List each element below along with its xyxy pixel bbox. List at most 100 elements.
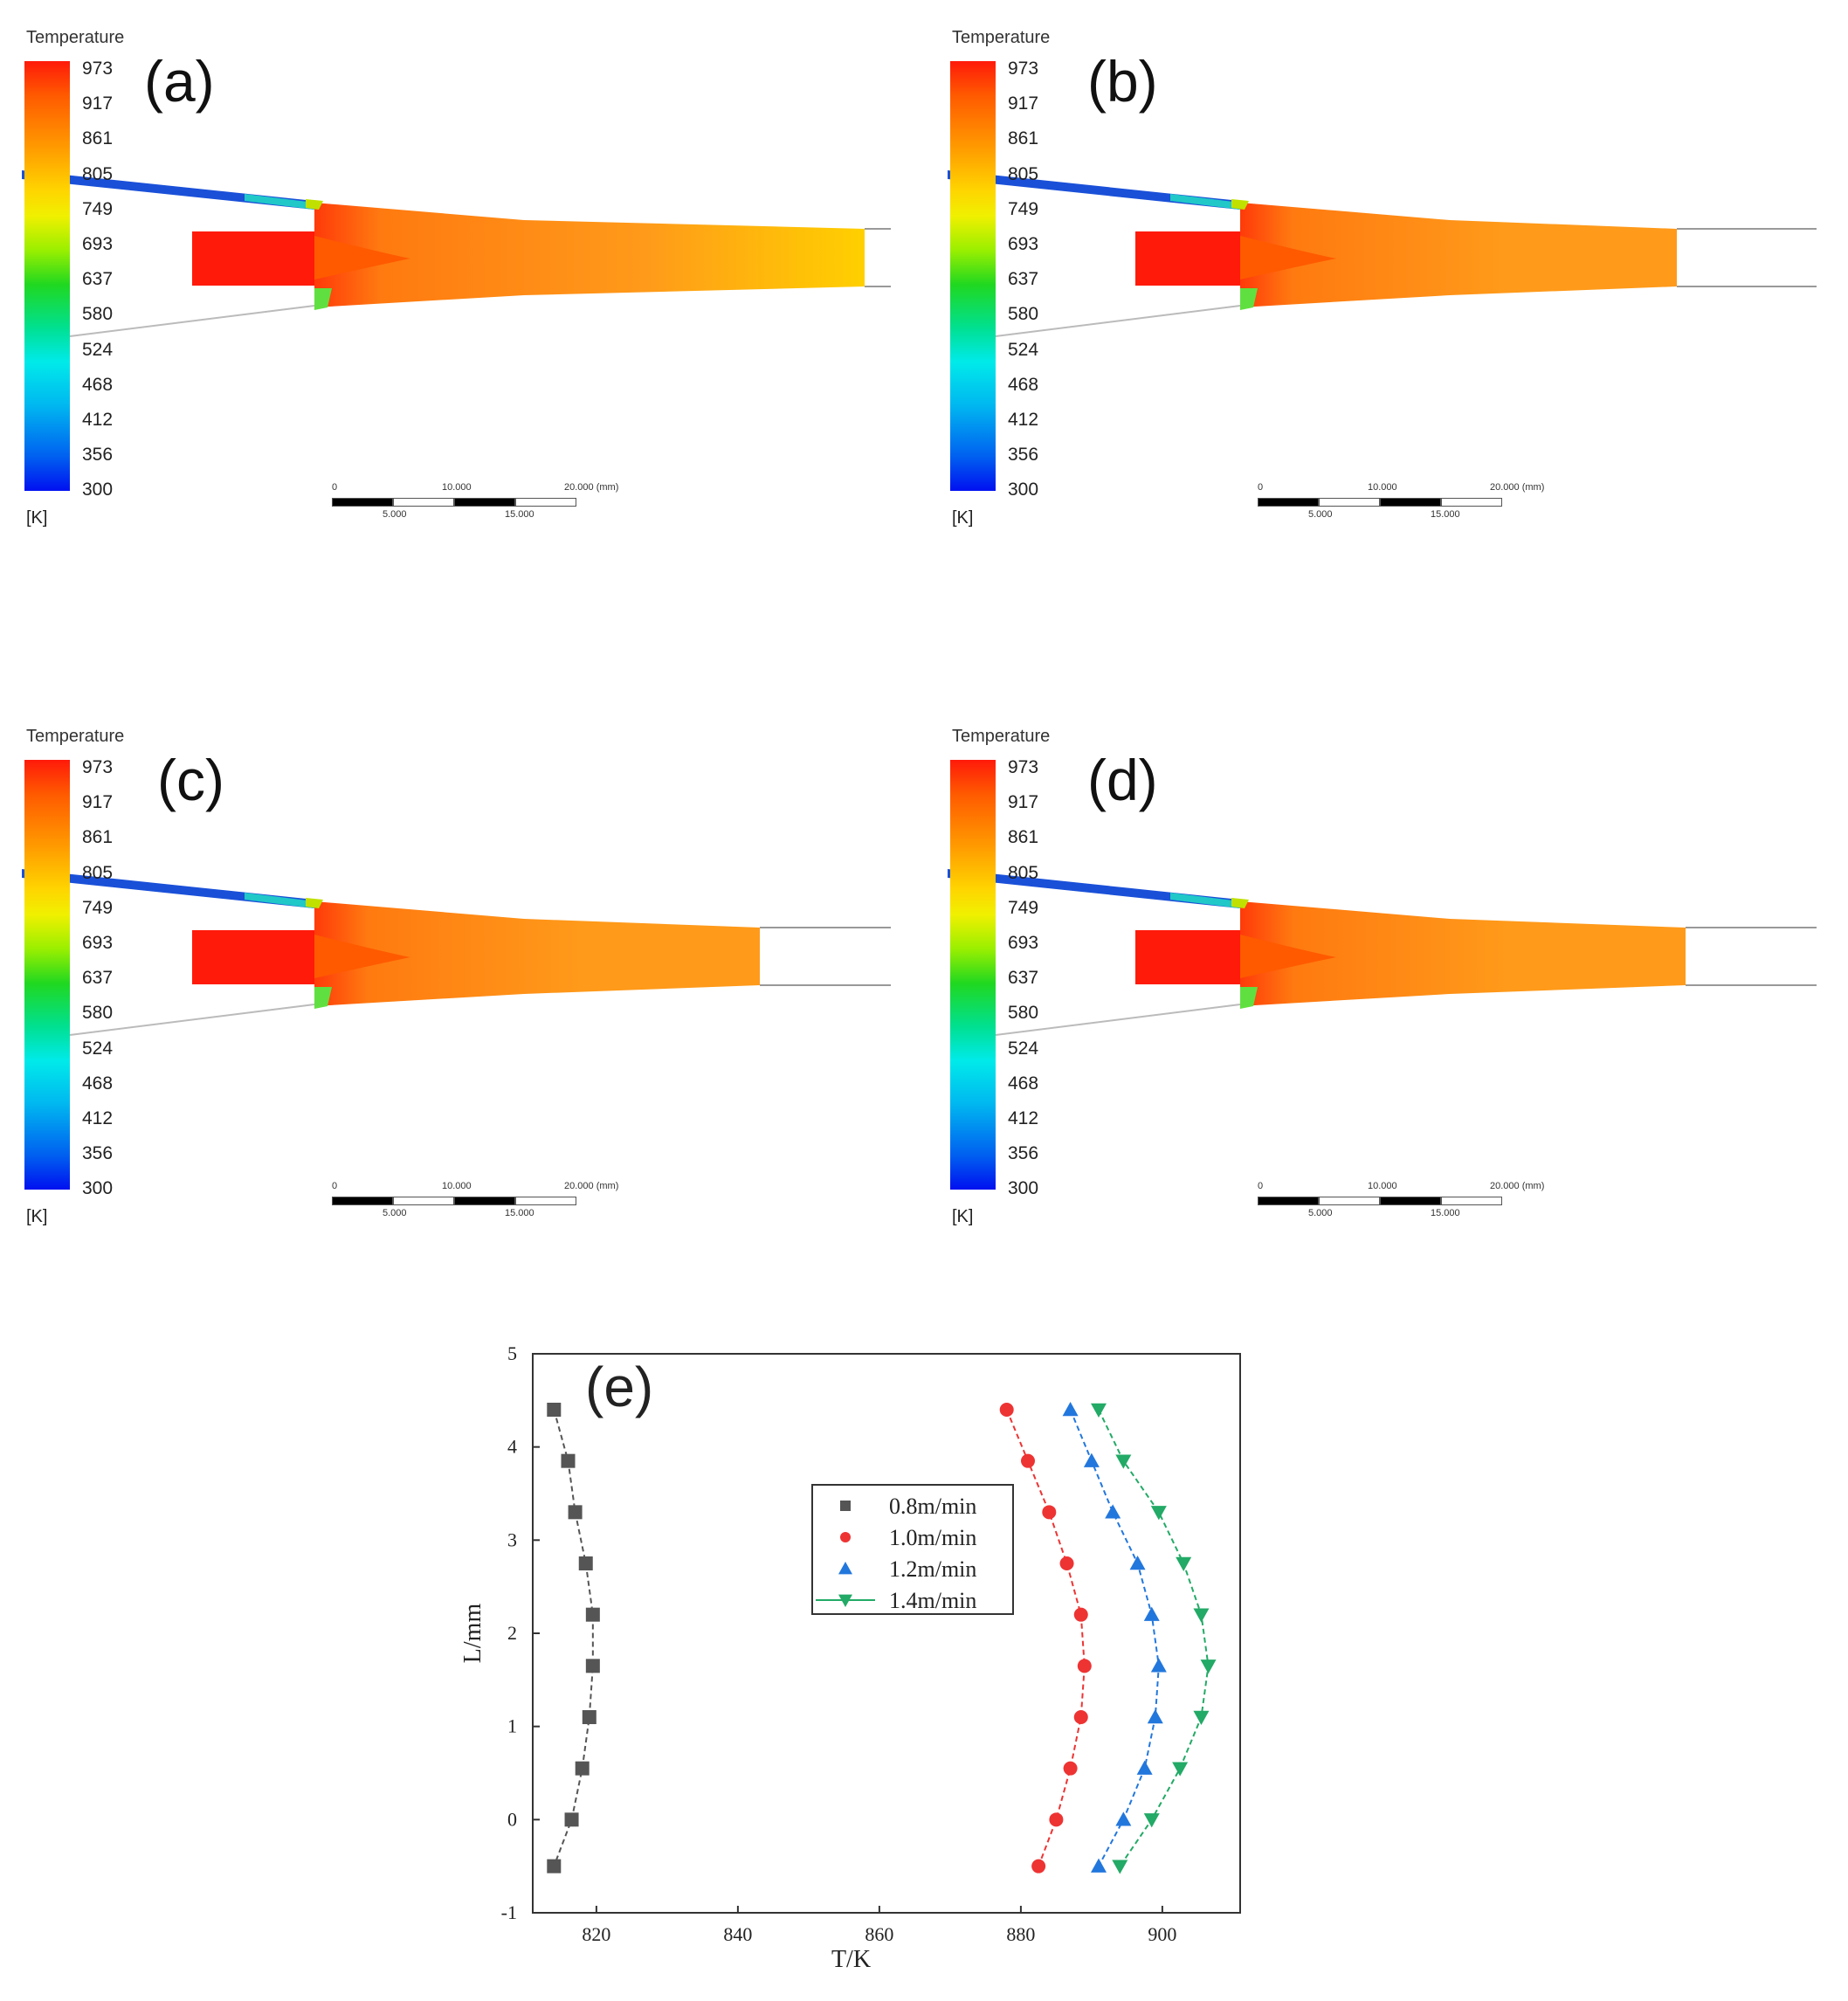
colorbar-tick: 637 — [82, 968, 114, 989]
data-point — [1147, 1709, 1163, 1724]
x-tick-label: 820 — [582, 1923, 610, 1945]
data-point — [1105, 1504, 1121, 1519]
contour-panel-a: Temperature 973 917 861 805 749 693 637 580 524 46… — [0, 0, 908, 559]
scale-bar-segment — [393, 498, 454, 507]
data-point — [1091, 1858, 1107, 1873]
colorbar-tick: 580 — [82, 304, 114, 325]
contour-panel-d: Temperature 973 917 861 805 749 693 637 580 524 46… — [926, 699, 1834, 1258]
colorbar-tick: 468 — [82, 1073, 114, 1094]
data-point — [547, 1859, 562, 1873]
scale-bar-segment — [1380, 1197, 1441, 1205]
colorbar-tick: 749 — [82, 198, 114, 219]
colorbar-tick: 412 — [1008, 1108, 1039, 1128]
legend-label: 0.8m/min — [889, 1494, 976, 1519]
colorbar-tick: 524 — [82, 339, 114, 360]
data-point — [1031, 1859, 1046, 1873]
data-point — [1150, 1506, 1167, 1521]
series-line — [1069, 1409, 1160, 1867]
y-tick-label: 1 — [507, 1715, 517, 1737]
colorbar-tick: 693 — [82, 234, 114, 254]
series-line — [1005, 1409, 1086, 1867]
data-point — [547, 1403, 562, 1417]
colorbar-unit: [K] — [26, 508, 48, 528]
temperature-field — [22, 869, 891, 1036]
data-point — [1200, 1659, 1217, 1674]
scale-bar-label: 0 — [332, 482, 338, 493]
data-point — [582, 1710, 596, 1724]
data-point — [568, 1505, 583, 1520]
colorbar-tick: 861 — [82, 827, 114, 848]
colorbar-tick: 524 — [1008, 339, 1039, 360]
data-point — [1062, 1402, 1079, 1417]
panel-label: (b) — [1087, 49, 1158, 114]
colorbar — [950, 760, 996, 1190]
colorbar-tick: 300 — [82, 480, 114, 500]
legend-marker — [838, 1562, 852, 1575]
scale-bar-segment — [393, 1197, 454, 1205]
colorbar — [24, 61, 70, 491]
scale-bar-segment — [1319, 1197, 1380, 1205]
data-point — [1077, 1659, 1092, 1673]
colorbar-tick: 300 — [82, 1178, 114, 1199]
data-point — [1136, 1760, 1153, 1775]
series-1.4m/min — [1091, 1403, 1217, 1874]
scale-bar-label: 0 — [1258, 482, 1264, 493]
colorbar-tick: 973 — [82, 757, 114, 777]
colorbar-title: Temperature — [952, 727, 1051, 746]
scale-bar-segment — [1258, 498, 1319, 507]
colorbar-tick: 861 — [1008, 128, 1039, 149]
colorbar-tick: 749 — [1008, 897, 1039, 918]
scale-bar-label: 20.000 (mm) — [1490, 1181, 1545, 1191]
x-tick-label: 900 — [1148, 1923, 1176, 1945]
colorbar-tick: 356 — [82, 445, 114, 466]
panel-label: (d) — [1087, 748, 1158, 812]
scale-bar-label: 5.000 — [383, 1208, 407, 1218]
scale-bar-segment — [332, 498, 393, 507]
scale-bar-label: 5.000 — [1308, 509, 1333, 520]
scale-bar-label: 10.000 — [1368, 1181, 1397, 1191]
colorbar-tick: 468 — [82, 374, 114, 395]
colorbar-tick: 917 — [1008, 792, 1039, 813]
data-point — [1143, 1813, 1160, 1828]
data-point — [564, 1812, 579, 1827]
colorbar — [950, 61, 996, 491]
colorbar-tick: 749 — [82, 897, 114, 918]
y-axis-label: L/mm — [459, 1604, 486, 1664]
scale-bar-label: 10.000 — [1368, 482, 1397, 493]
panel-label: (a) — [144, 49, 215, 114]
colorbar-tick: 412 — [1008, 410, 1039, 430]
colorbar-tick: 412 — [82, 1108, 114, 1128]
colorbar-tick: 637 — [1008, 968, 1039, 989]
data-point — [1193, 1710, 1210, 1725]
colorbar-tick: 356 — [1008, 445, 1039, 466]
colorbar-tick: 300 — [1008, 480, 1039, 500]
x-tick-label: 880 — [1006, 1923, 1035, 1945]
series-1.2m/min — [1062, 1402, 1167, 1873]
scale-bar-segment — [454, 498, 515, 507]
data-point — [1049, 1812, 1064, 1827]
scale-bar-segment — [454, 1197, 515, 1205]
data-point — [585, 1607, 600, 1622]
colorbar-title: Temperature — [26, 28, 125, 47]
colorbar-tick: 805 — [1008, 862, 1039, 883]
colorbar-title: Temperature — [952, 28, 1051, 47]
data-point — [1143, 1606, 1160, 1621]
colorbar — [24, 760, 70, 1190]
colorbar-tick: 805 — [82, 163, 114, 184]
series-line — [553, 1409, 594, 1867]
scale-bar-label: 0 — [1258, 1181, 1264, 1191]
colorbar-unit: [K] — [952, 1207, 974, 1226]
data-point — [1083, 1452, 1100, 1467]
scale-bar: 0 10.000 20.000 (mm) 5.000 15.000 — [1258, 482, 1544, 526]
series-line — [1098, 1409, 1210, 1867]
colorbar-title: Temperature — [26, 727, 125, 746]
scale-bar-segment — [1380, 498, 1441, 507]
scale-bar-label: 15.000 — [1431, 509, 1460, 520]
scale-bar-segment — [515, 498, 576, 507]
data-point — [1129, 1556, 1146, 1570]
y-tick-label: 3 — [507, 1528, 517, 1550]
colorbar-tick: 412 — [82, 410, 114, 430]
colorbar-tick: 917 — [1008, 93, 1039, 114]
legend-marker — [840, 1501, 851, 1511]
scale-bar: 0 10.000 20.000 (mm) 5.000 15.000 — [1258, 1181, 1544, 1225]
